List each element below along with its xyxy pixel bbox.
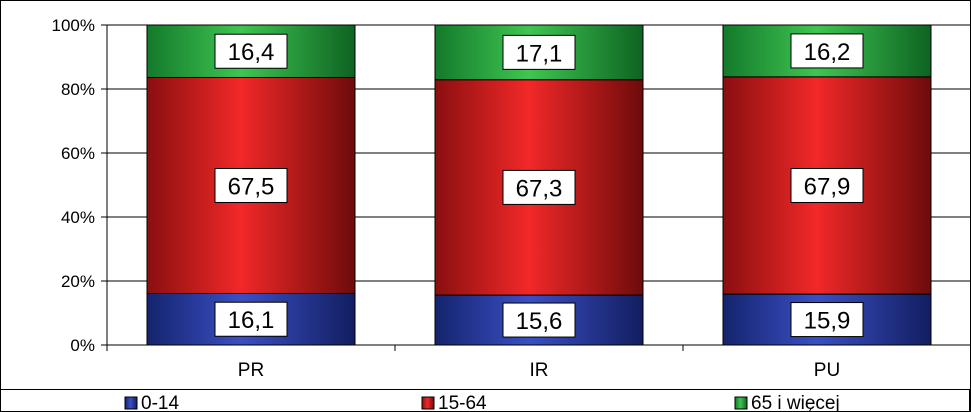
data-label: 16,1 <box>228 307 275 334</box>
data-label-box <box>790 302 864 338</box>
y-tick-label: 80% <box>61 80 95 99</box>
legend-swatch <box>734 396 748 410</box>
data-label-box <box>502 34 576 70</box>
legend-label: 65 i więcej <box>751 393 840 412</box>
y-tick-label: 100% <box>52 16 95 35</box>
legend: 0-14 15-64 65 i więcej <box>0 389 970 412</box>
data-label-box <box>790 167 864 203</box>
x-tick-label-pr: PR <box>238 360 264 381</box>
data-labels: 16,1 67,5 16,4 15,6 67,3 17,1 15,9 67,9 16,2 <box>214 33 864 338</box>
data-label: 17,1 <box>516 40 563 67</box>
data-label: 16,2 <box>804 39 851 66</box>
y-tick-label: 60% <box>61 144 95 163</box>
data-label: 15,9 <box>804 308 851 335</box>
data-label-box <box>790 33 864 69</box>
data-label: 15,6 <box>516 308 563 335</box>
data-label-box <box>502 302 576 338</box>
data-label: 67,9 <box>804 173 851 200</box>
y-tick-label: 0% <box>70 336 95 355</box>
data-label: 67,5 <box>228 173 275 200</box>
y-tick-label: 40% <box>61 208 95 227</box>
legend-swatch <box>124 396 138 410</box>
data-label-box <box>214 301 288 337</box>
legend-swatch <box>421 396 435 410</box>
data-label-box <box>214 167 288 203</box>
legend-label: 0-14 <box>141 393 179 412</box>
x-tick-label-pu: PU <box>814 360 840 381</box>
data-label-box <box>502 169 576 205</box>
data-label: 16,4 <box>228 39 275 66</box>
legend-label: 15-64 <box>438 393 487 412</box>
y-tick-label: 20% <box>61 272 95 291</box>
x-tick-label-ir: IR <box>530 360 549 381</box>
data-label: 67,3 <box>516 175 563 202</box>
data-label-box <box>214 33 288 69</box>
axes: 0% 20% 40% 60% 80% 100% PR IR PU <box>52 16 971 381</box>
